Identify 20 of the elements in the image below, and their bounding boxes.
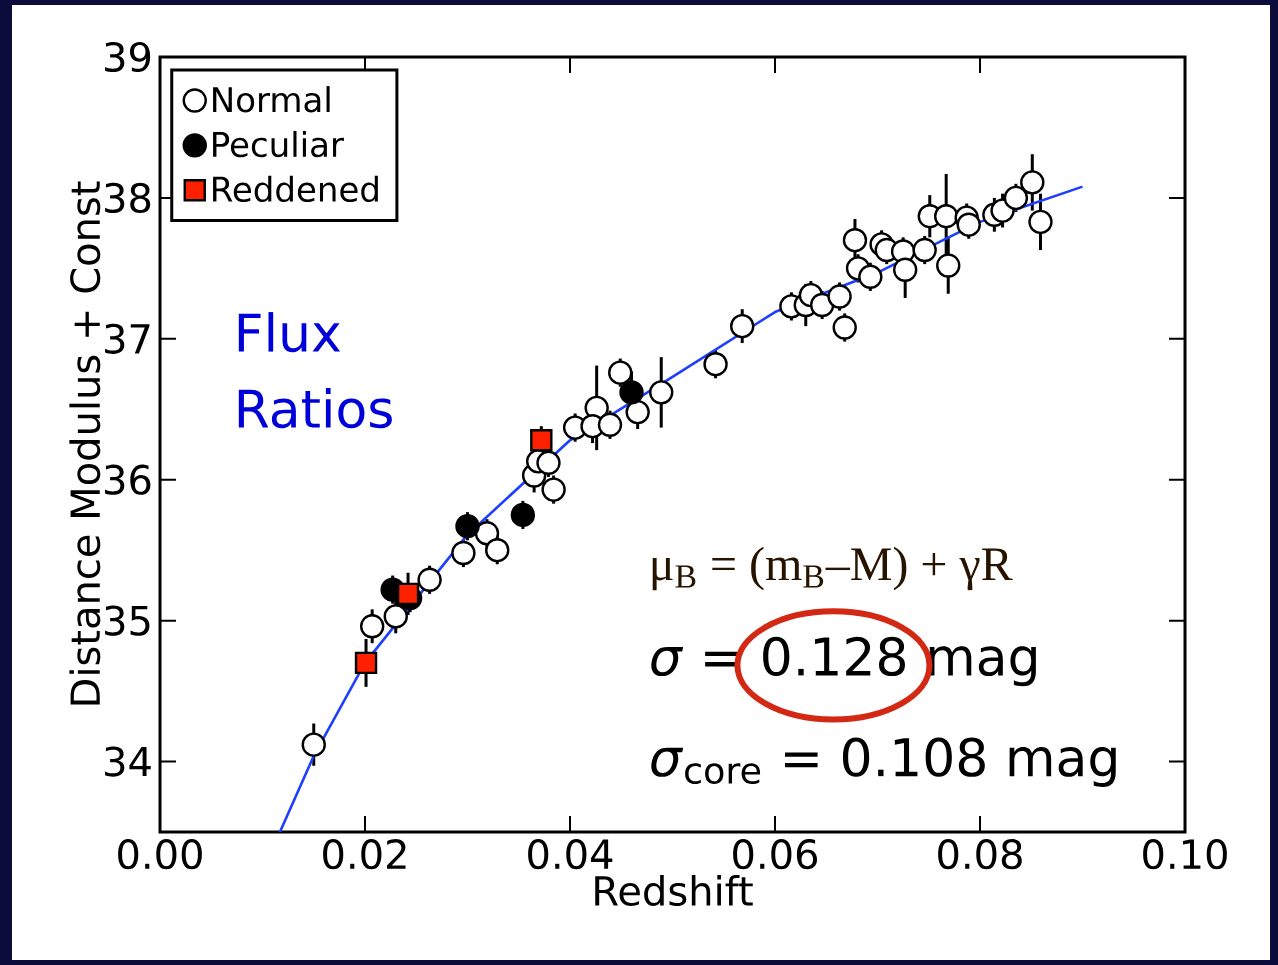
annotation: μ$_{B}$ = (m$_{B}$–M) + γR	[652, 546, 1013, 591]
x-tick-label: 0.02	[323, 839, 406, 870]
y-tick-label: 36	[105, 464, 151, 495]
y-tick-label: 38	[105, 182, 151, 214]
y-tick-label: 37	[105, 323, 150, 354]
y-tick-label: 35	[105, 605, 150, 636]
x-tick-label: 0.10	[1143, 839, 1227, 870]
legend-label: Reddened	[213, 175, 378, 203]
x-tick-label: 0.08	[938, 839, 1022, 870]
y-tick-label: 39	[105, 41, 151, 73]
annotation: σ$_{core}$ = 0.108 mag	[651, 737, 1116, 787]
y-tick-label: 34	[105, 746, 151, 777]
x-tick-label: 0.04	[528, 839, 613, 870]
y-axis-title: Distance Modulus + Const	[69, 181, 101, 705]
x-axis-title: Redshift	[595, 875, 753, 907]
x-tick-label: 0.06	[733, 839, 818, 870]
annotation: Flux Ratios	[238, 312, 392, 429]
legend-label: Peculiar	[213, 130, 344, 158]
x-tick-label: 0.00	[118, 839, 202, 870]
legend-label: Normal	[213, 86, 330, 113]
